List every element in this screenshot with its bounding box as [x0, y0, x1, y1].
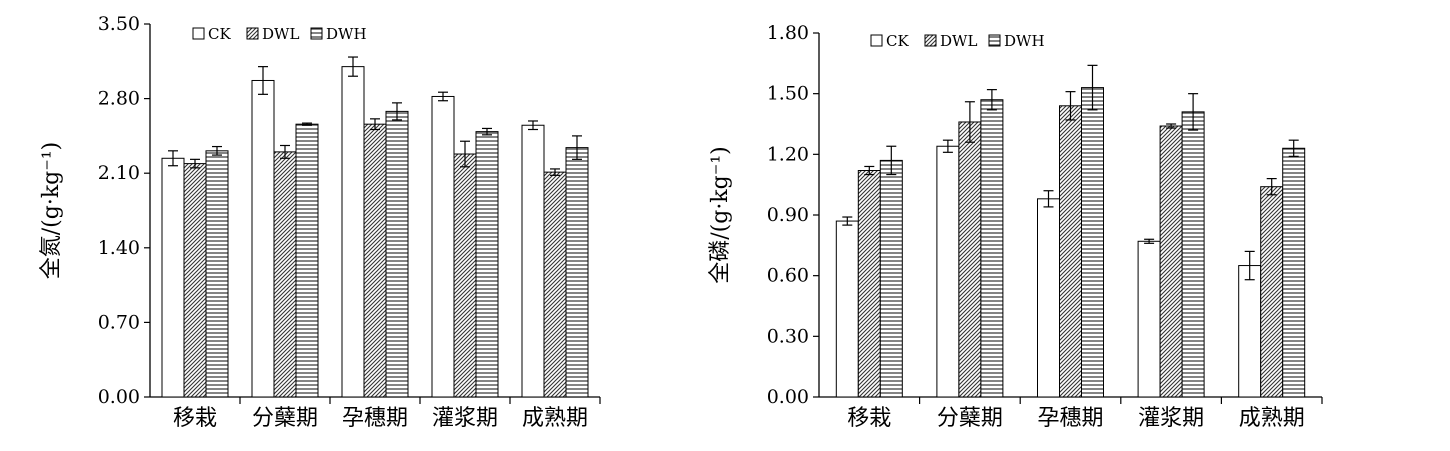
- x-tick-label: 成熟期: [522, 406, 588, 431]
- y-axis-title: 全氮/(g·kg⁻¹): [39, 142, 64, 280]
- y-tick-label: 0.60: [767, 265, 809, 287]
- bar: [1037, 198, 1060, 398]
- x-tick-label: 分蘖期: [252, 406, 318, 431]
- bar: [295, 123, 319, 398]
- x-tick-label: 移栽: [173, 406, 217, 431]
- bar: [835, 220, 859, 398]
- bar: [341, 66, 365, 398]
- x-tick-label: 孕穗期: [1037, 406, 1103, 431]
- bar: [1238, 265, 1262, 398]
- y-tick-label: 1.40: [98, 237, 140, 259]
- y-tick-label: 0.00: [98, 386, 140, 408]
- bar: [543, 171, 567, 398]
- legend-swatch: [870, 34, 883, 47]
- legend-label: DWL: [940, 32, 977, 50]
- bar: [1137, 240, 1161, 398]
- bar: [1260, 186, 1284, 398]
- x-tick-label: 灌浆期: [1138, 406, 1204, 431]
- bar: [161, 157, 185, 398]
- bar: [251, 79, 275, 398]
- bar: [1181, 111, 1205, 398]
- x-tick-label: 分蘖期: [937, 406, 1003, 431]
- bar: [183, 163, 207, 398]
- legend-swatch: [246, 27, 259, 40]
- total-nitrogen-chart: 0.00 0.70 1.40 2.10 2.80 3.50 全氮/(g·kg⁻¹) 移栽 分蘖期…: [39, 13, 601, 431]
- bar: [475, 131, 499, 398]
- x-tick-label: 移栽: [847, 406, 891, 431]
- legend-label: DWH: [1004, 32, 1045, 50]
- bar: [1159, 125, 1183, 398]
- bar: [879, 159, 903, 398]
- x-tick-label: 灌浆期: [432, 406, 498, 431]
- bar: [431, 95, 455, 398]
- legend-swatch: [192, 27, 205, 40]
- y-tick-label: 1.20: [767, 143, 809, 165]
- y-tick-label: 1.80: [767, 22, 809, 44]
- legend-label: DWL: [262, 25, 299, 43]
- bar: [521, 124, 545, 398]
- total-phosphorus-chart: 0.00 0.30 0.60 0.90 1.20 1.50 1.80 全磷/(g·kg⁻¹) 移…: [708, 22, 1323, 431]
- legend-label: CK: [886, 32, 909, 50]
- bar: [385, 110, 409, 398]
- bar: [1081, 87, 1104, 398]
- bar: [565, 147, 589, 398]
- legend-swatch: [310, 27, 323, 40]
- y-tick-label: 0.00: [767, 386, 809, 408]
- y-tick-label: 0.30: [767, 325, 809, 347]
- bar: [453, 153, 477, 398]
- bar: [958, 121, 982, 398]
- bar: [980, 99, 1004, 398]
- y-tick-label: 0.90: [767, 204, 809, 226]
- legend-label: DWH: [326, 25, 367, 43]
- y-tick-label: 1.50: [767, 83, 809, 105]
- y-tick-label: 2.80: [98, 88, 140, 110]
- bar: [1059, 105, 1082, 398]
- legend-label: CK: [208, 25, 231, 43]
- x-tick-label: 成熟期: [1239, 406, 1305, 431]
- legend-swatch: [988, 34, 1001, 47]
- bar: [857, 170, 881, 398]
- bar: [273, 151, 297, 398]
- bar: [1282, 147, 1306, 398]
- x-tick-label: 孕穗期: [342, 406, 408, 431]
- y-tick-label: 2.10: [98, 162, 140, 184]
- y-tick-label: 3.50: [98, 13, 140, 35]
- legend-swatch: [924, 34, 937, 47]
- y-axis-title: 全磷/(g·kg⁻¹): [708, 146, 733, 284]
- bar: [205, 150, 229, 398]
- bar: [363, 123, 387, 398]
- y-tick-label: 0.70: [98, 311, 140, 333]
- bar: [936, 145, 960, 398]
